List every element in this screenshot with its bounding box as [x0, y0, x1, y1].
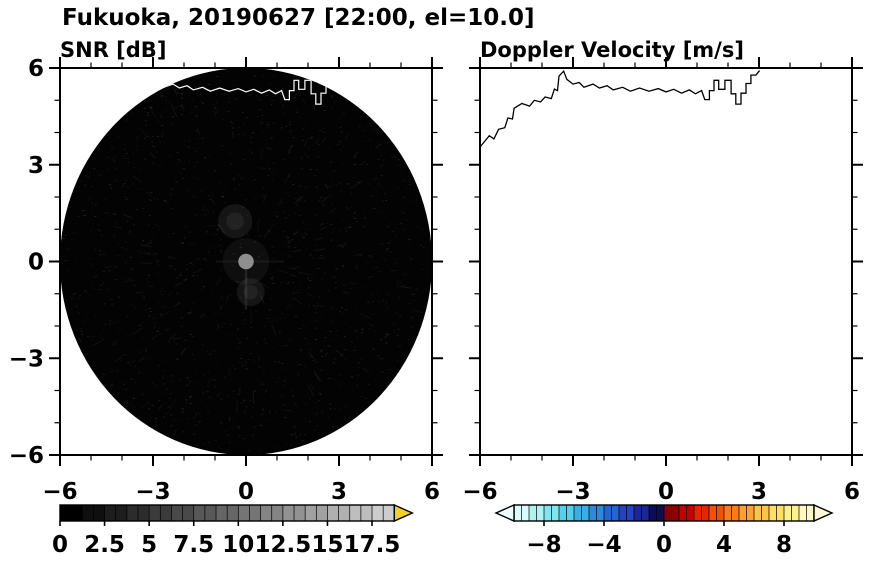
colorbar-tick-label: 12.5 [255, 532, 312, 558]
x-tick-label: −6 [42, 479, 77, 505]
colorbar-tick-label: −4 [586, 532, 621, 558]
coastline-black [479, 70, 761, 148]
axis-ticks [469, 57, 863, 466]
x-tick-label: 0 [238, 479, 254, 505]
y-tick-label: 0 [28, 250, 44, 276]
y-tick-label: 6 [28, 56, 44, 82]
doppler-panel: −6 −3 0 3 6 [462, 57, 863, 505]
y-tick-label: −3 [9, 346, 44, 372]
colorbar-tick-label: 4 [716, 532, 732, 558]
doppler-colorbar: −8 −4 0 4 8 [494, 503, 834, 558]
x-tick-label: −3 [135, 479, 170, 505]
colorbar-tick-label: 0 [52, 532, 68, 558]
colorbar-tick-label: −8 [526, 532, 561, 558]
weak-echo-blob [236, 278, 265, 307]
y-tick-label: 3 [28, 153, 44, 179]
snr-colorbar: 0 2.5 5 7.5 10 12.5 15 17.5 [52, 503, 415, 558]
snr-panel-title: SNR [dB] [60, 38, 166, 62]
colorbar-tick-label: 0 [656, 532, 672, 558]
colorbar-under-arrow [494, 503, 515, 523]
weak-echo-blob [218, 204, 253, 239]
axis-ticks [49, 57, 443, 466]
colorbar-over-arrow [393, 503, 415, 523]
colorbar-tick-label: 2.5 [84, 532, 125, 558]
x-tick-label: 0 [658, 479, 674, 505]
colorbar-tick-label: 15 [311, 532, 343, 558]
colorbar-tick-label: 8 [776, 532, 792, 558]
panel-background [480, 68, 852, 455]
x-tick-label: 6 [844, 479, 860, 505]
x-tick-label: 3 [331, 479, 347, 505]
colorbar-tick-label: 7.5 [173, 532, 214, 558]
colorbar-tick-label: 5 [141, 532, 157, 558]
figure-title: Fukuoka, 20190627 [22:00, el=10.0] [62, 5, 535, 31]
x-tick-label: −3 [555, 479, 590, 505]
colorbar-over-arrow [813, 503, 834, 523]
colorbar-tick-label: 10 [222, 532, 254, 558]
snr-panel: −6 −3 0 3 6 −6 −3 0 3 6 [9, 56, 443, 505]
radar-noise-speckle [61, 75, 431, 455]
colorbar-tick-label: 17.5 [344, 532, 401, 558]
x-tick-label: 3 [751, 479, 767, 505]
y-tick-label: −6 [9, 443, 44, 469]
x-tick-label: 6 [424, 479, 440, 505]
x-tick-label: −6 [462, 479, 497, 505]
doppler-panel-title: Doppler Velocity [m/s] [480, 38, 744, 62]
center-echo [238, 253, 254, 270]
